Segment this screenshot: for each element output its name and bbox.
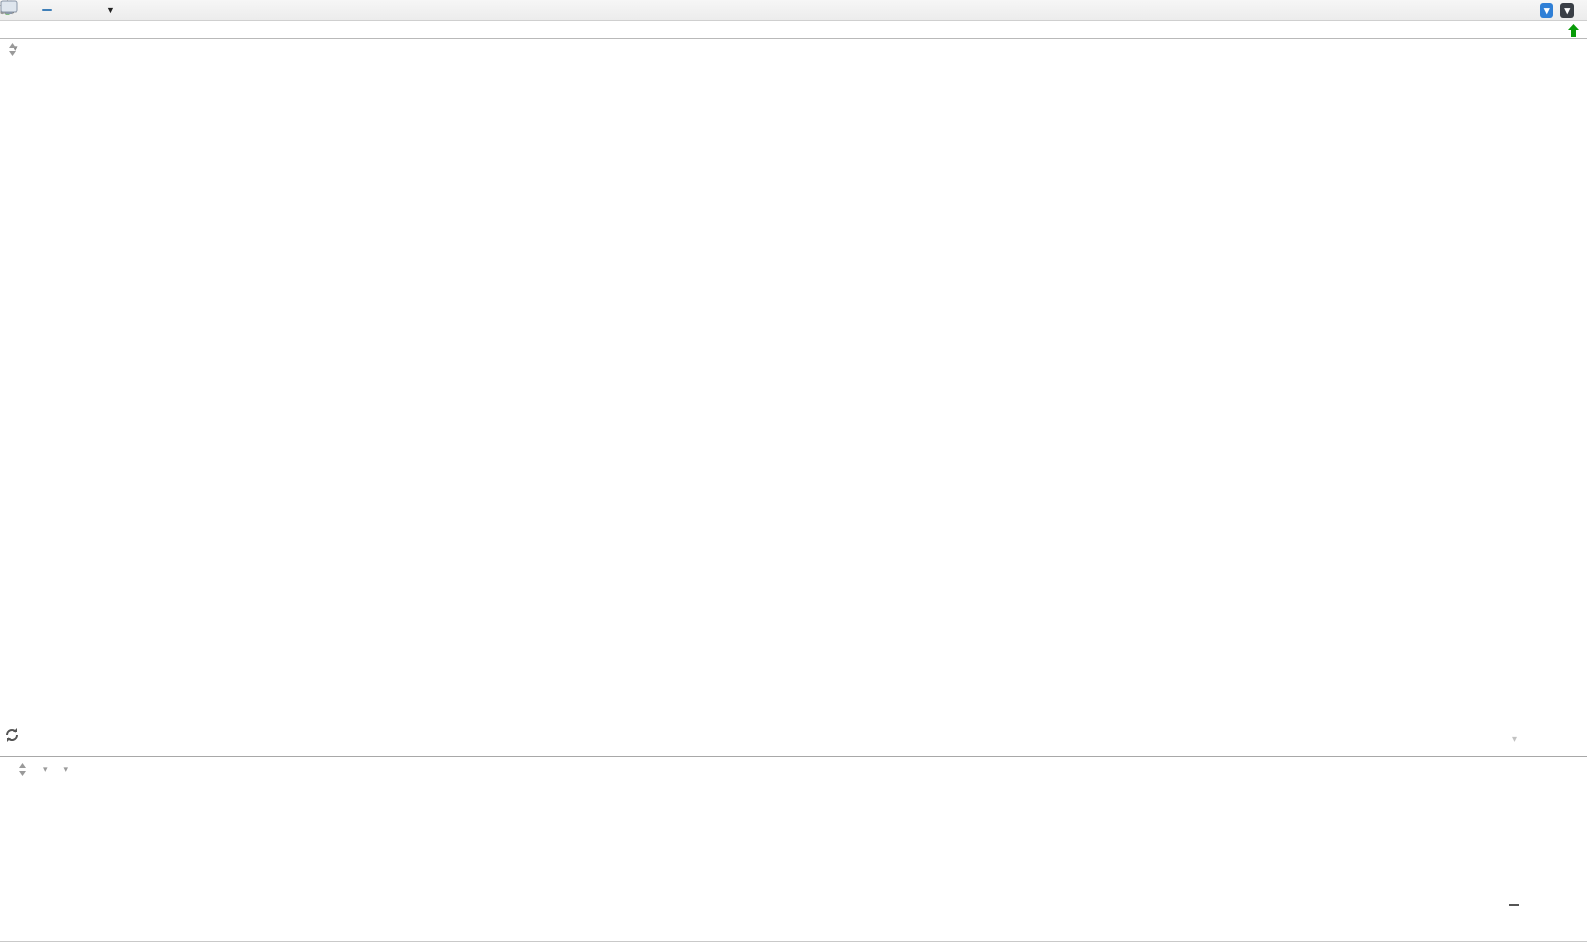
- volume-dropdown-icon[interactable]: ▾: [43, 764, 48, 774]
- tools-button[interactable]: ▾: [1560, 2, 1574, 18]
- price-chart-pane[interactable]: ▾ ▾: [0, 39, 1587, 756]
- pane-divider[interactable]: [0, 756, 1587, 757]
- refresh-icon[interactable]: [4, 727, 22, 743]
- ma-dropdown-icon[interactable]: ▾: [63, 764, 69, 774]
- timeframe-1min-active[interactable]: [42, 9, 52, 11]
- sound-button[interactable]: ▾: [1539, 2, 1554, 18]
- timeframe-dropdown-icon[interactable]: ▼: [106, 5, 115, 15]
- updown-arrows-icon: [19, 763, 26, 776]
- last-volume-badge: [1509, 904, 1519, 906]
- up-arrow-icon: [1568, 23, 1579, 37]
- candlestick-chart-canvas[interactable]: [0, 39, 1587, 756]
- updown-arrows-icon: [9, 43, 16, 56]
- volume-chart-canvas[interactable]: [0, 757, 1587, 927]
- chart-symbol-selector[interactable]: ▾: [8, 43, 18, 56]
- range-button-bar: [0, 926, 1587, 942]
- scale-selector[interactable]: ▾: [1512, 734, 1518, 745]
- volume-pane[interactable]: ▾ ▾: [0, 757, 1587, 927]
- top-toolbar: ▼ ▾ ▾: [0, 0, 1587, 21]
- day-change: [1568, 23, 1579, 38]
- quote-bar: [0, 22, 1587, 39]
